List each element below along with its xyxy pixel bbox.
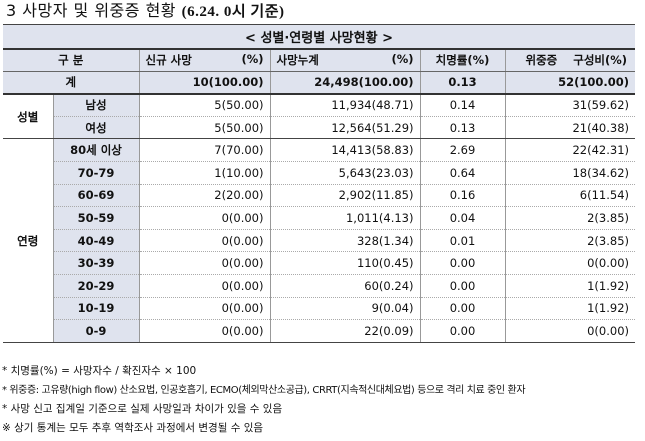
cell-severe: 6(11.54): [504, 183, 636, 207]
header-fatality: 치명률(%): [419, 47, 505, 72]
header-cum-deaths: 사망누계 (%): [269, 47, 420, 72]
table-row: 30-39 0(0.00) 110(0.45) 0.00 0(0.00): [3, 251, 636, 275]
cell-cum: 2,902(11.85): [269, 183, 420, 207]
group-label-sex: 성별: [3, 93, 53, 140]
cell-new: 1(10.00): [138, 160, 270, 185]
total-label: 계: [3, 71, 139, 95]
cell-new: 2(20.00): [138, 183, 270, 207]
row-label: 20-29: [52, 273, 139, 298]
cell-fatality: 0.00: [419, 273, 505, 298]
table-row: 50-59 0(0.00) 1,011(4.13) 0.04 2(3.85): [3, 206, 636, 230]
cell-cum: 5,643(23.03): [269, 160, 420, 185]
cell-cum: 14,413(58.83): [269, 138, 420, 162]
header-cum-label: 사망누계: [276, 53, 319, 68]
header-new-pct: (%): [241, 52, 264, 67]
cell-cum: 22(0.09): [269, 319, 420, 343]
total-row: 계 10(100.00) 24,498(100.00) 0.13 52(100.…: [3, 71, 636, 95]
cell-fatality: 0.00: [419, 296, 505, 320]
cell-fatality: 0.16: [419, 183, 505, 207]
footnote: * 치명률(%) = 사망자수 / 확진자수 × 100: [2, 365, 197, 377]
cell-severe: 1(1.92): [504, 296, 636, 320]
table-row: 10-19 0(0.00) 9(0.04) 0.00 1(1.92): [3, 296, 636, 320]
cell-cum: 12,564(51.29): [269, 115, 420, 140]
cell-fatality: 0.01: [419, 228, 505, 252]
cell-new: 0(0.00): [138, 296, 270, 320]
cell-cum: 60(0.24): [269, 273, 420, 298]
table-row: 60-69 2(20.00) 2,902(11.85) 0.16 6(11.54…: [3, 183, 636, 207]
cell-new: 5(50.00): [138, 93, 270, 117]
row-label: 30-39: [52, 251, 139, 275]
cell-new: 0(0.00): [138, 319, 270, 343]
cell-new: 0(0.00): [138, 206, 270, 230]
cell-severe: 21(40.38): [504, 115, 636, 140]
cell-severe: 2(3.85): [504, 228, 636, 252]
cell-fatality: 0.64: [419, 160, 505, 185]
row-label: 남성: [52, 93, 139, 117]
cell-severe: 2(3.85): [504, 206, 636, 230]
row-label: 60-69: [52, 183, 139, 207]
cell-severe: 0(0.00): [504, 251, 636, 275]
total-cum: 24,498(100.00): [269, 71, 420, 95]
cell-severe: 18(34.62): [504, 160, 636, 185]
header-new-label: 신규 사망: [145, 53, 192, 68]
cell-cum: 1,011(4.13): [269, 206, 420, 230]
cell-severe: 31(59.62): [504, 93, 636, 117]
header-severe: 위중증 구성비(%): [504, 47, 636, 72]
table-row: 여성 5(50.00) 12,564(51.29) 0.13 21(40.38): [3, 115, 636, 140]
total-new: 10(100.00): [138, 71, 270, 95]
table-banner: < 성별·연령별 사망현황 >: [3, 24, 636, 49]
cell-fatality: 0.00: [419, 319, 505, 343]
header-severe-pct: 구성비(%): [573, 53, 628, 68]
table-row: 70-79 1(10.00) 5,643(23.03) 0.64 18(34.6…: [3, 160, 636, 185]
cell-severe: 1(1.92): [504, 273, 636, 298]
header-group: 구 분: [3, 47, 139, 72]
cell-fatality: 0.04: [419, 206, 505, 230]
row-label: 10-19: [52, 296, 139, 320]
cell-fatality: 0.00: [419, 251, 505, 275]
row-label: 0-9: [52, 319, 139, 343]
cell-fatality: 2.69: [419, 138, 505, 162]
cell-fatality: 0.14: [419, 93, 505, 117]
footnote: * 위중증: 고유량(high flow) 산소요법, 인공호흡기, ECMO(…: [2, 385, 526, 396]
table-row: 40-49 0(0.00) 328(1.34) 0.01 2(3.85): [3, 228, 636, 252]
table-banner-row: < 성별·연령별 사망현황 >: [3, 24, 636, 49]
footnote: ※ 상기 통계는 모두 추후 역학조사 과정에서 변경될 수 있음: [2, 422, 264, 434]
table-header-row: 구 분 신규 사망 (%) 사망누계 (%) 치명률(%) 위중증 구성비(%): [3, 47, 636, 72]
cell-new: 0(0.00): [138, 228, 270, 252]
cell-cum: 328(1.34): [269, 228, 420, 252]
row-label: 80세 이상: [52, 138, 139, 162]
table-row: 성별 남성 5(50.00) 11,934(48.71) 0.14 31(59.…: [3, 93, 636, 140]
cell-new: 5(50.00): [138, 115, 270, 140]
section-heading: 3 사망자 및 위중증 현황 (6.24. 0시 기준): [6, 0, 285, 23]
footnotes: * 치명률(%) = 사망자수 / 확진자수 × 100 * 위중증: 고유량(…: [2, 362, 526, 438]
group-label-age: 연령: [3, 138, 53, 343]
row-label: 40-49: [52, 228, 139, 252]
table-row: 연령 80세 이상 7(70.00) 14,413(58.83) 2.69 22…: [3, 138, 636, 343]
death-stats-table: < 성별·연령별 사망현황 > 구 분 신규 사망 (%) 사망누계 (%) 치명률…: [3, 24, 636, 343]
cell-severe: 22(42.31): [504, 138, 636, 162]
cell-new: 7(70.00): [138, 138, 270, 162]
heading-date: (6.24. 0시 기준): [181, 4, 285, 20]
row-label: 50-59: [52, 206, 139, 230]
table-row: 20-29 0(0.00) 60(0.24) 0.00 1(1.92): [3, 273, 636, 298]
header-severe-label: 위중증: [525, 53, 558, 68]
header-new-deaths: 신규 사망 (%): [138, 47, 270, 72]
header-cum-pct: (%): [391, 52, 414, 67]
cell-cum: 11,934(48.71): [269, 93, 420, 117]
total-fatality: 0.13: [419, 71, 505, 95]
row-label: 70-79: [52, 160, 139, 185]
table-container: < 성별·연령별 사망현황 > 구 분 신규 사망 (%) 사망누계 (%) 치명률…: [3, 24, 636, 343]
footnote: * 사망 신고 집계일 기준으로 실제 사망일과 차이가 있을 수 있음: [2, 403, 283, 415]
heading-title: 3 사망자 및 위중증 현황: [6, 1, 177, 20]
table-row: 0-9 0(0.00) 22(0.09) 0.00 0(0.00): [3, 319, 636, 343]
cell-fatality: 0.13: [419, 115, 505, 140]
cell-cum: 9(0.04): [269, 296, 420, 320]
cell-new: 0(0.00): [138, 251, 270, 275]
row-label: 여성: [52, 115, 139, 140]
cell-cum: 110(0.45): [269, 251, 420, 275]
cell-severe: 0(0.00): [504, 319, 636, 343]
cell-new: 0(0.00): [138, 273, 270, 298]
total-severe: 52(100.00): [504, 71, 636, 95]
